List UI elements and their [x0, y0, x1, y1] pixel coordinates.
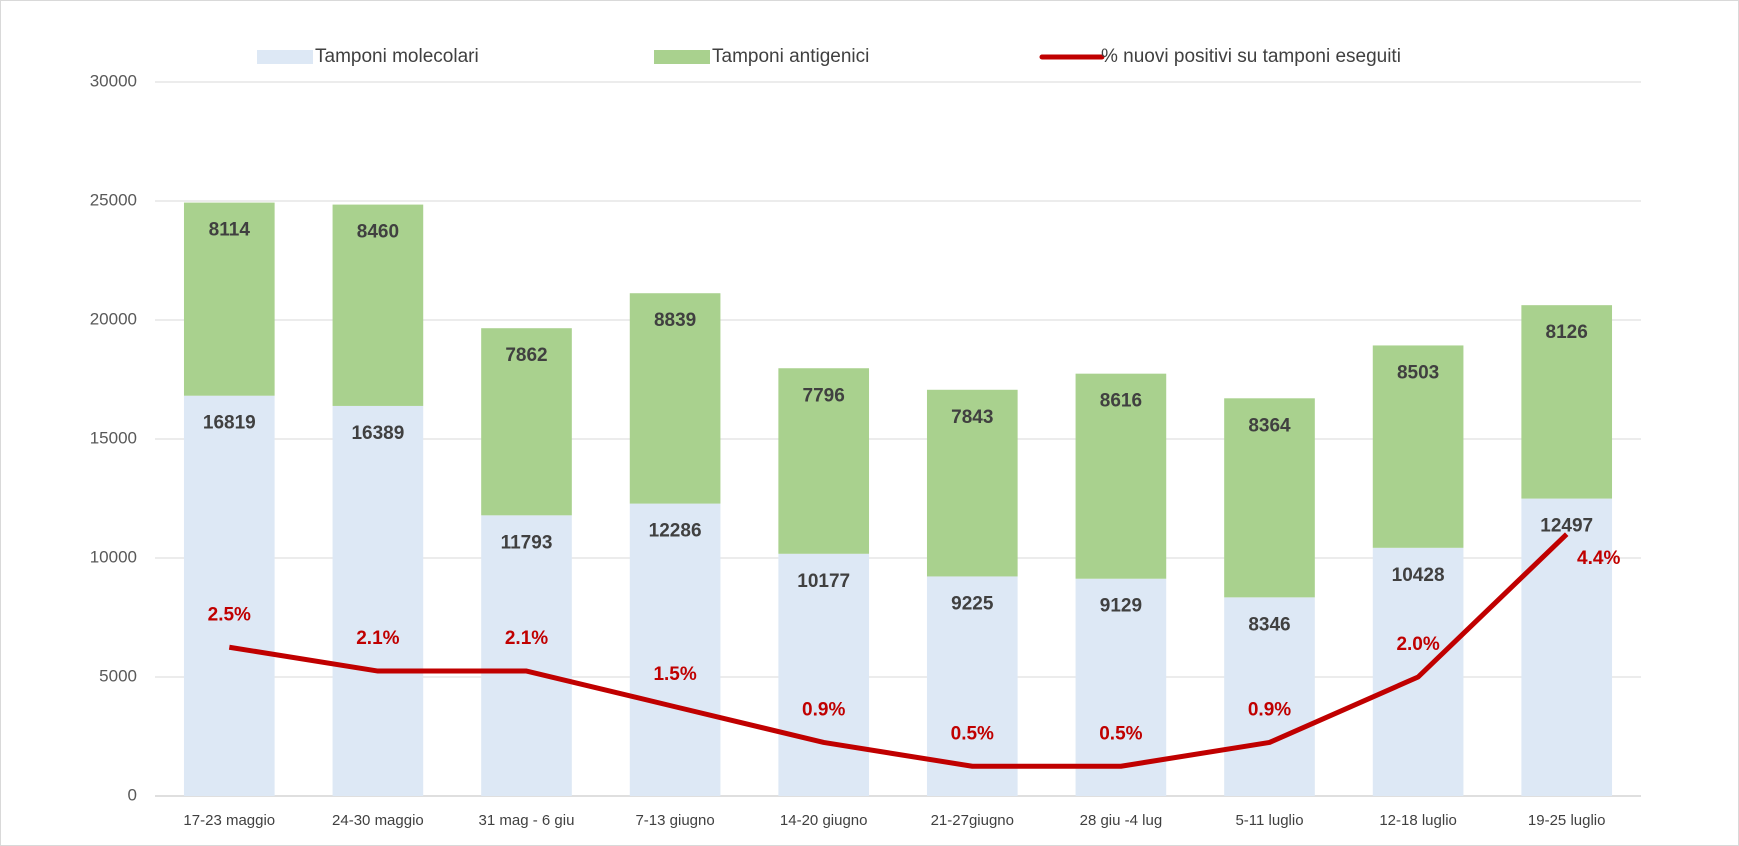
bar — [332, 405, 424, 796]
bar-label: 7796 — [803, 385, 845, 406]
bar — [1372, 345, 1464, 548]
y-tick-label: 0 — [128, 785, 137, 804]
bar — [183, 395, 275, 796]
legend-label: Tamponi molecolari — [315, 46, 479, 67]
bar — [778, 553, 870, 796]
bar — [1521, 498, 1613, 796]
x-tick-label: 17-23 maggio — [183, 812, 275, 829]
line-label: 1.5% — [653, 664, 696, 685]
bar — [778, 368, 870, 554]
bar-label: 8364 — [1248, 415, 1291, 436]
bar-label: 7843 — [951, 407, 993, 428]
x-tick-label: 7-13 giugno — [635, 812, 714, 829]
bar-label: 8616 — [1100, 391, 1142, 412]
x-tick-label: 21-27giugno — [931, 812, 1014, 829]
line-label: 0.5% — [951, 723, 994, 744]
bar-label: 10177 — [797, 571, 850, 592]
bar-label: 8126 — [1546, 322, 1588, 343]
line-label: 2.5% — [208, 604, 251, 625]
bar-label: 8346 — [1248, 614, 1290, 635]
line-label: 0.5% — [1099, 723, 1142, 744]
y-tick-label: 15000 — [90, 428, 137, 447]
y-tick-label: 10000 — [90, 547, 137, 566]
legend-label: Tamponi antigenici — [712, 46, 869, 67]
x-tick-label: 14-20 giugno — [780, 812, 868, 829]
bar-label: 7862 — [505, 345, 547, 366]
legend-swatch — [257, 50, 313, 64]
x-tick-label: 24-30 maggio — [332, 812, 424, 829]
bar-label: 9225 — [951, 593, 994, 614]
bar — [1224, 597, 1315, 796]
legend-label: % nuovi positivi su tamponi eseguiti — [1101, 46, 1401, 67]
bar — [629, 293, 721, 504]
bar — [926, 389, 1018, 577]
bar-label: 8839 — [654, 310, 696, 331]
bar-label: 9129 — [1100, 596, 1142, 617]
y-tick-label: 25000 — [90, 190, 137, 209]
bar-label: 8460 — [357, 222, 399, 243]
bar — [1521, 305, 1613, 499]
bar-label: 11793 — [501, 532, 553, 553]
bar — [629, 503, 721, 796]
line-label: 2.1% — [505, 628, 548, 649]
bar-label: 8114 — [209, 220, 251, 241]
line-series — [228, 532, 1569, 769]
bar — [1224, 398, 1315, 598]
bar-label: 16389 — [351, 423, 404, 444]
line-label: 0.9% — [802, 699, 845, 720]
bar — [481, 515, 572, 796]
bar-label: 16819 — [203, 413, 256, 434]
bar — [1372, 547, 1464, 796]
bar — [1075, 373, 1167, 579]
line-label: 0.9% — [1248, 699, 1291, 720]
line-label: 2.1% — [356, 628, 399, 649]
bar — [481, 328, 572, 516]
line-label: 4.4% — [1577, 548, 1620, 569]
x-tick-label: 19-25 luglio — [1528, 812, 1606, 829]
bar — [332, 204, 424, 406]
legend-swatch — [654, 50, 710, 64]
x-tick-label: 12-18 luglio — [1379, 812, 1457, 829]
line-label: 2.0% — [1396, 634, 1439, 655]
y-tick-label: 30000 — [90, 71, 137, 90]
bar-label: 12497 — [1540, 516, 1593, 537]
bar — [183, 202, 275, 396]
bar-label: 12286 — [649, 521, 702, 542]
x-tick-label: 31 mag - 6 giu — [479, 812, 575, 829]
y-tick-label: 5000 — [99, 666, 137, 685]
x-tick-label: 5-11 luglio — [1235, 812, 1303, 829]
bar-label: 8503 — [1397, 362, 1439, 383]
y-tick-label: 20000 — [90, 309, 137, 328]
x-tick-label: 28 giu -4 lug — [1080, 812, 1163, 829]
bar-label: 10428 — [1392, 565, 1445, 586]
